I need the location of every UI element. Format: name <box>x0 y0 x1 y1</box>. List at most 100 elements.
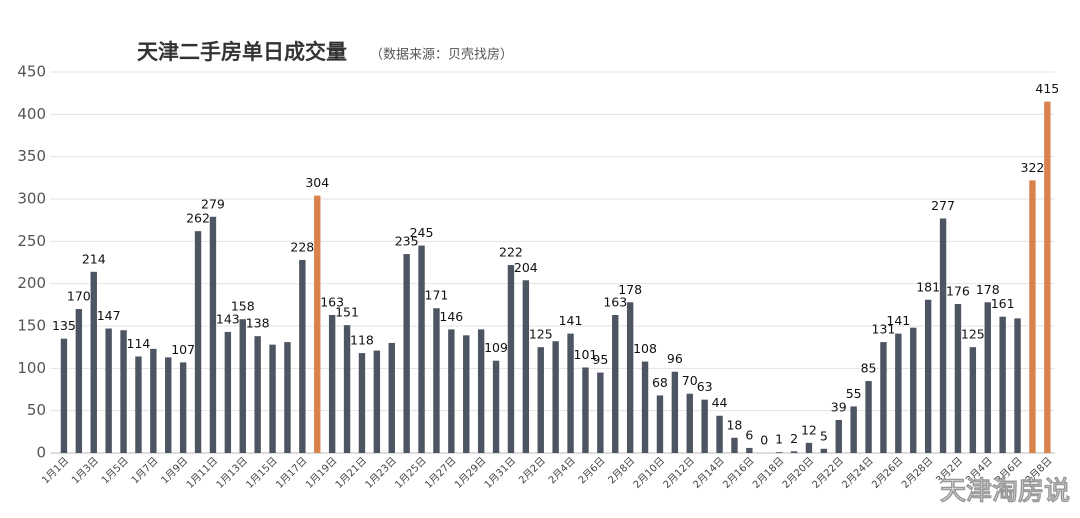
bar <box>612 314 619 453</box>
bar <box>999 316 1006 453</box>
bar <box>448 329 455 453</box>
bar <box>150 348 157 453</box>
bar <box>835 419 842 453</box>
data-label: 178 <box>618 282 642 297</box>
data-label: 68 <box>652 375 668 390</box>
data-label: 181 <box>916 279 940 294</box>
x-tick-label: 1月29日 <box>452 455 488 491</box>
data-label: 85 <box>861 361 877 376</box>
bar <box>120 330 127 453</box>
chart-title: 天津二手房单日成交量 <box>137 40 347 64</box>
bar <box>314 195 321 453</box>
watermark: 天津淘房说 <box>940 477 1070 507</box>
bar <box>135 356 142 453</box>
bar <box>60 338 68 453</box>
data-label: 163 <box>603 294 627 309</box>
bar <box>954 303 962 453</box>
x-tick-label: 2月26日 <box>869 455 905 491</box>
bar <box>716 415 723 453</box>
data-label: 277 <box>931 198 955 213</box>
data-label: 125 <box>961 327 985 342</box>
bar <box>1014 318 1021 453</box>
x-tick-label: 2月18日 <box>750 455 786 491</box>
bar <box>105 328 112 453</box>
x-tick-label: 2月10日 <box>631 455 667 491</box>
y-tick-label: 350 <box>17 147 46 165</box>
x-tick-label: 1月13日 <box>214 455 250 491</box>
data-label: 125 <box>529 327 553 342</box>
bar <box>75 309 83 453</box>
bar <box>358 353 366 453</box>
bar <box>656 395 664 453</box>
bar <box>403 254 410 453</box>
y-tick-label: 0 <box>36 444 46 462</box>
data-label: 204 <box>514 260 538 275</box>
data-label: 146 <box>439 309 463 324</box>
bar <box>284 342 291 453</box>
data-label: 70 <box>682 373 698 388</box>
data-label: 12 <box>801 422 817 437</box>
bar <box>850 406 857 453</box>
x-tick-label: 1月5日 <box>99 455 131 487</box>
bar <box>671 371 679 453</box>
data-label: 158 <box>231 299 255 314</box>
data-label: 163 <box>320 294 344 309</box>
bar <box>209 216 217 453</box>
bar <box>1044 101 1051 453</box>
data-label: 39 <box>831 399 847 414</box>
x-tick-label: 2月20日 <box>780 455 816 491</box>
x-tick-label: 2月28日 <box>899 455 935 491</box>
x-tick-label: 1月25日 <box>393 455 429 491</box>
data-label: 107 <box>171 342 195 357</box>
bar <box>194 231 202 453</box>
data-label: 245 <box>410 225 434 240</box>
data-label: 235 <box>395 234 419 249</box>
data-label: 63 <box>697 379 713 394</box>
data-label: 141 <box>559 313 583 328</box>
bar <box>239 319 246 453</box>
data-label: 143 <box>216 311 240 326</box>
x-tick-label: 2月12日 <box>661 455 697 491</box>
data-label: 178 <box>976 282 1000 297</box>
data-label: 135 <box>52 318 76 333</box>
bar <box>924 299 932 453</box>
bar <box>343 325 351 453</box>
bar <box>552 341 559 453</box>
x-tick-label: 2月6日 <box>576 455 608 487</box>
data-label: 222 <box>499 245 523 260</box>
data-label: 1 <box>775 432 783 447</box>
bar <box>910 327 917 453</box>
y-tick-label: 200 <box>17 274 46 292</box>
x-tick-label: 2月14日 <box>691 455 727 491</box>
data-label: 0 <box>760 433 768 448</box>
data-label: 322 <box>1021 160 1045 175</box>
bar <box>299 259 306 453</box>
x-tick-label: 1月27日 <box>422 455 458 491</box>
bar <box>597 372 604 453</box>
bar <box>820 448 828 453</box>
bar <box>537 347 544 453</box>
bar <box>388 342 395 453</box>
data-label: 147 <box>97 308 121 323</box>
data-label: 141 <box>886 313 910 328</box>
x-tick-label: 2月4日 <box>546 455 578 487</box>
bar <box>746 447 753 453</box>
data-label: 118 <box>350 333 374 348</box>
data-label: 415 <box>1035 81 1059 96</box>
x-tick-label: 1月15日 <box>244 455 280 491</box>
data-label: 109 <box>484 340 508 355</box>
data-label: 279 <box>201 196 225 211</box>
bar <box>373 350 381 453</box>
bar <box>582 367 589 453</box>
bar <box>269 344 276 453</box>
data-label: 108 <box>633 341 657 356</box>
bar <box>463 335 470 453</box>
bar <box>969 347 977 453</box>
bar <box>179 362 187 453</box>
x-tick-label: 1月7日 <box>129 455 161 487</box>
data-label: 2 <box>790 431 798 446</box>
data-label: 44 <box>712 395 728 410</box>
bar <box>165 357 172 453</box>
x-tick-label: 1月23日 <box>363 455 399 491</box>
